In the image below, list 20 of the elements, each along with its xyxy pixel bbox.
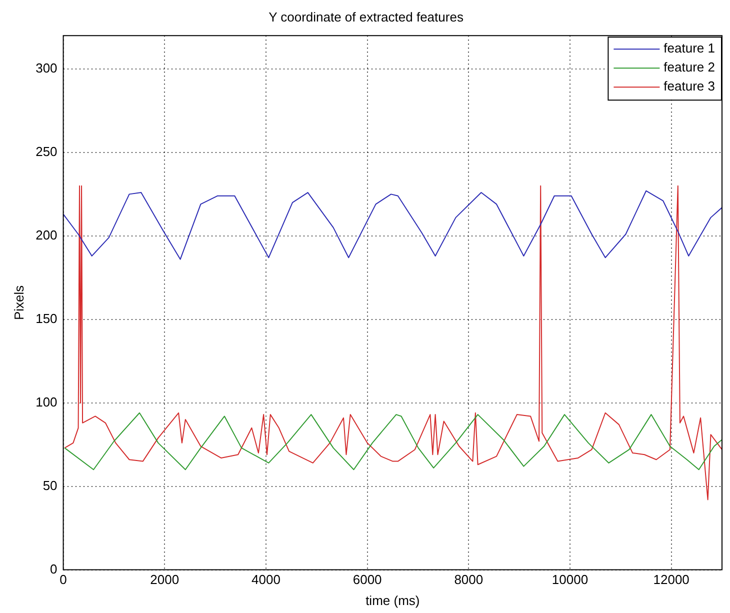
y-tick-label: 300 (36, 60, 58, 76)
x-tick-label: 0 (60, 572, 67, 588)
legend-label: feature 1 (664, 40, 716, 56)
legend-label: feature 2 (664, 60, 716, 75)
y-tick-label: 150 (36, 310, 58, 326)
legend-label: feature 3 (664, 78, 716, 94)
y-tick-label: 0 (50, 561, 58, 576)
x-tick-label: 4000 (252, 572, 280, 588)
x-tick-label: 10000 (552, 572, 588, 588)
y-axis-title: Pixels (11, 284, 26, 320)
y-tick-label: 100 (36, 394, 58, 410)
x-tick-label: 6000 (352, 572, 382, 588)
x-tick-label: 8000 (454, 572, 484, 588)
chart-title: Y coordinate of extracted features (268, 9, 464, 24)
y-tick-label: 250 (36, 144, 58, 160)
y-tick-label: 50 (42, 478, 58, 493)
x-axis-title: time (ms) (366, 592, 420, 608)
x-tick-label: 12000 (653, 572, 690, 588)
x-tick-label: 2000 (150, 572, 180, 588)
y-tick-label: 200 (36, 228, 58, 243)
